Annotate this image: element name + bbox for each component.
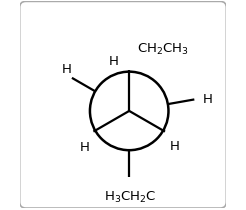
FancyBboxPatch shape	[20, 1, 226, 208]
Text: H: H	[203, 93, 213, 106]
Text: H: H	[62, 63, 72, 76]
Text: $\mathregular{CH_2CH_3}$: $\mathregular{CH_2CH_3}$	[138, 42, 189, 57]
Text: $\mathregular{H_3CH_2C}$: $\mathregular{H_3CH_2C}$	[104, 189, 157, 205]
Text: H: H	[109, 55, 119, 68]
Text: H: H	[80, 141, 90, 154]
Circle shape	[90, 72, 169, 150]
Text: H: H	[169, 140, 179, 153]
